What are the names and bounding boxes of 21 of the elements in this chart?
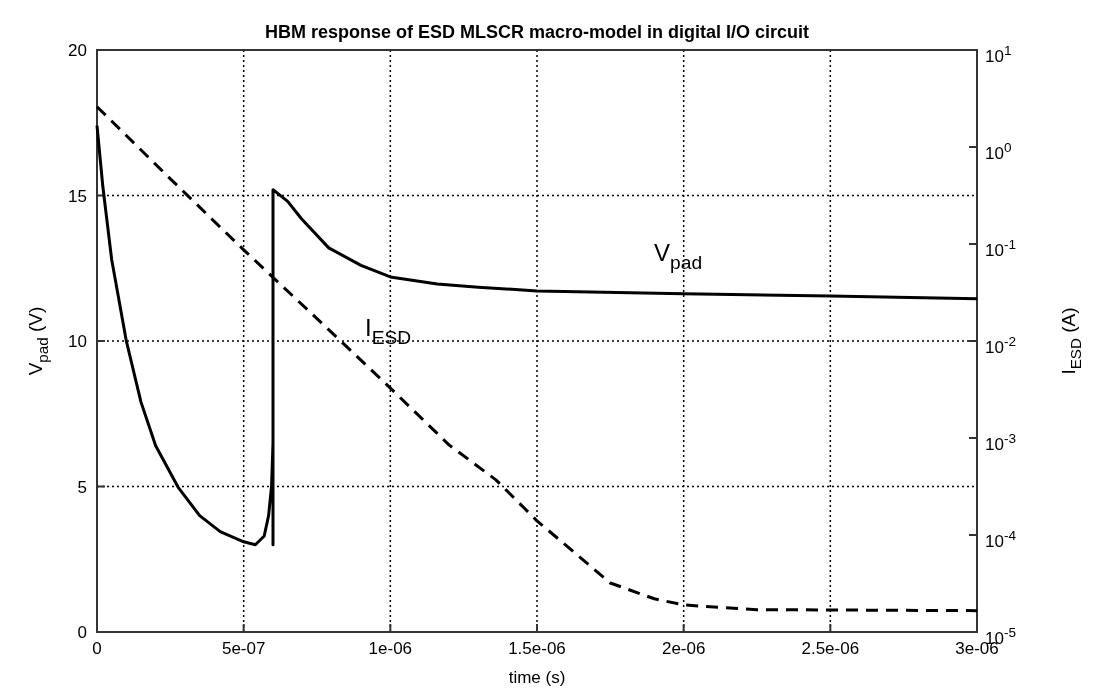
y-tick-label: 10 <box>68 332 87 351</box>
y2-tick-label: 10$^{-2}$ <box>985 334 1017 357</box>
y-tick-label: 15 <box>68 186 87 206</box>
y2-tick-label: 10$^{0}$ <box>985 140 1012 163</box>
series-label: I$_{ESD}$ <box>365 314 412 348</box>
x-axis-title: time (s) <box>508 668 566 687</box>
x-tick-label: 2.5e-06 <box>801 639 860 658</box>
x-tick-label: 1e-06 <box>368 639 413 658</box>
x-tick-label: 5e-07 <box>221 639 266 658</box>
chart-title: HBM response of ESD MLSCR macro-model in digital I/O circuit <box>264 22 810 42</box>
y2-tick-label: 10$^{-3}$ <box>985 431 1017 454</box>
y-tick-label: 0 <box>77 623 87 642</box>
y-tick-label: 20 <box>68 41 87 60</box>
y2-tick-label: 10$^{-4}$ <box>985 528 1017 551</box>
x-tick-label: 2e-06 <box>661 639 706 658</box>
y2-tick-label: 10$^{-1}$ <box>985 237 1017 260</box>
x-tick-label: 1.5e-06 <box>508 639 566 658</box>
x-tick-label: 0 <box>92 639 102 658</box>
series-label: V$_{pad}$ <box>654 239 703 273</box>
y2-tick-label: 10$^{1}$ <box>985 43 1012 66</box>
y-tick-label: 5 <box>77 477 87 497</box>
